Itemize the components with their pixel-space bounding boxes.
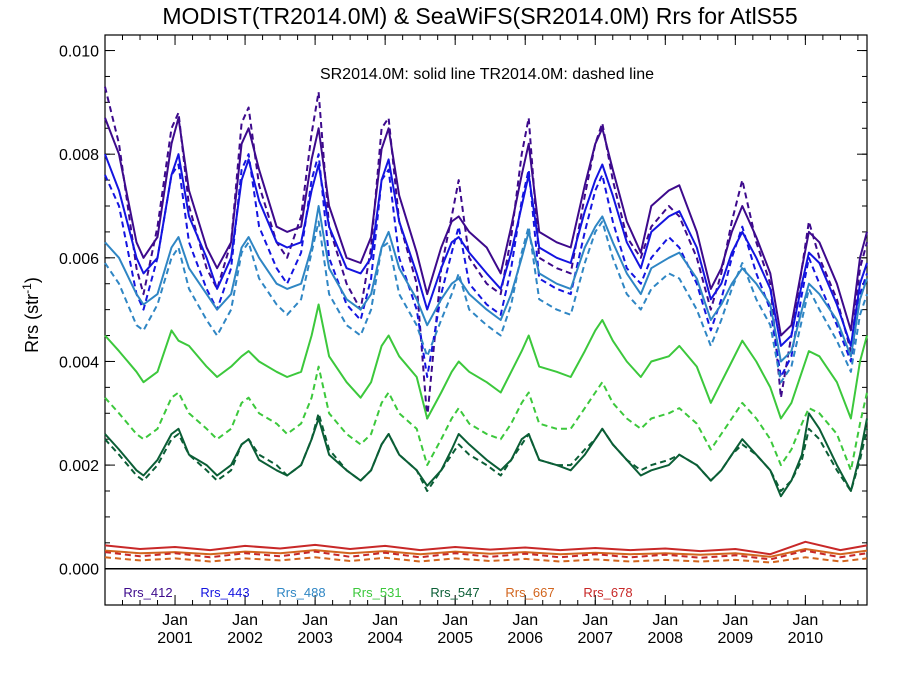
plot-frame [104,34,868,606]
y-axis-label-superscript: -1 [20,283,34,294]
legend-item-rrs-678: Rrs_678 [583,585,632,600]
series-line-rrs-488-dashed [104,220,868,384]
x-tick-year-label: 2005 [437,630,473,647]
x-axis: Jan2001Jan2002Jan2003Jan2004Jan2005Jan20… [122,35,859,647]
y-tick-label: 0.008 [59,147,99,164]
series-line-rrs-547-dashed [104,412,868,492]
legend-item-rrs-488: Rrs_488 [276,585,325,600]
x-tick-year-label: 2001 [157,630,193,647]
y-tick-label: 0.006 [59,251,99,268]
series-line-rrs-678-dashed [104,549,868,561]
x-tick-month-label: Jan [442,612,468,629]
series-line-rrs-412-dashed [104,86,868,420]
series-line-rrs-443-dashed [104,153,868,378]
x-tick-year-label: 2003 [297,630,333,647]
y-tick-label: 0.000 [59,562,99,579]
x-tick-year-label: 2002 [227,630,263,647]
series-line-rrs-488-solid [104,205,868,363]
x-tick-month-label: Jan [652,612,678,629]
x-tick-month-label: Jan [792,612,818,629]
x-tick-year-label: 2010 [788,630,824,647]
legend: Rrs_412 Rrs_443 Rrs_488 Rrs_531 Rrs_547 Rrs_6… [123,585,632,600]
y-tick-label: 0.002 [59,458,99,475]
y-axis-label-main: Rrs (str [22,294,42,353]
legend-item-rrs-667: Rrs_667 [505,585,554,600]
x-tick-month-label: Jan [372,612,398,629]
legend-item-rrs-443: Rrs_443 [200,585,249,600]
series-line-rrs-443-solid [104,153,868,347]
y-tick-label: 0.010 [59,44,99,61]
legend-item-rrs-412: Rrs_412 [123,585,172,600]
x-tick-year-label: 2006 [507,630,543,647]
y-tick-label: 0.004 [59,354,99,371]
series-line-rrs-667-solid [104,548,868,558]
chart-title: MODIST(TR2014.0M) & SeaWiFS(SR2014.0M) R… [162,3,797,29]
y-axis-label-close: ) [22,277,42,283]
series-line-rrs-547-solid [104,412,868,498]
legend-item-rrs-547: Rrs_547 [430,585,479,600]
legend-item-rrs-531: Rrs_531 [352,585,401,600]
x-tick-year-label: 2004 [367,630,403,647]
x-tick-month-label: Jan [232,612,258,629]
x-tick-month-label: Jan [302,612,328,629]
series-line-rrs-531-dashed [104,365,868,472]
x-tick-year-label: 2008 [647,630,683,647]
series-line-rrs-412-solid [104,116,868,337]
x-tick-month-label: Jan [722,612,748,629]
y-axis-label: Rrs (str-1) [20,277,42,353]
x-tick-month-label: Jan [162,612,188,629]
series-line-rrs-667-dashed [104,556,868,564]
series-group [104,86,868,564]
x-tick-month-label: Jan [512,612,538,629]
line-style-annotation: SR2014.0M: solid line TR2014.0M: dashed … [320,66,654,83]
series-line-rrs-678-solid [104,540,868,556]
series-line-rrs-531-solid [104,303,868,420]
x-tick-year-label: 2007 [577,630,613,647]
x-tick-month-label: Jan [582,612,608,629]
x-tick-year-label: 2009 [718,630,754,647]
